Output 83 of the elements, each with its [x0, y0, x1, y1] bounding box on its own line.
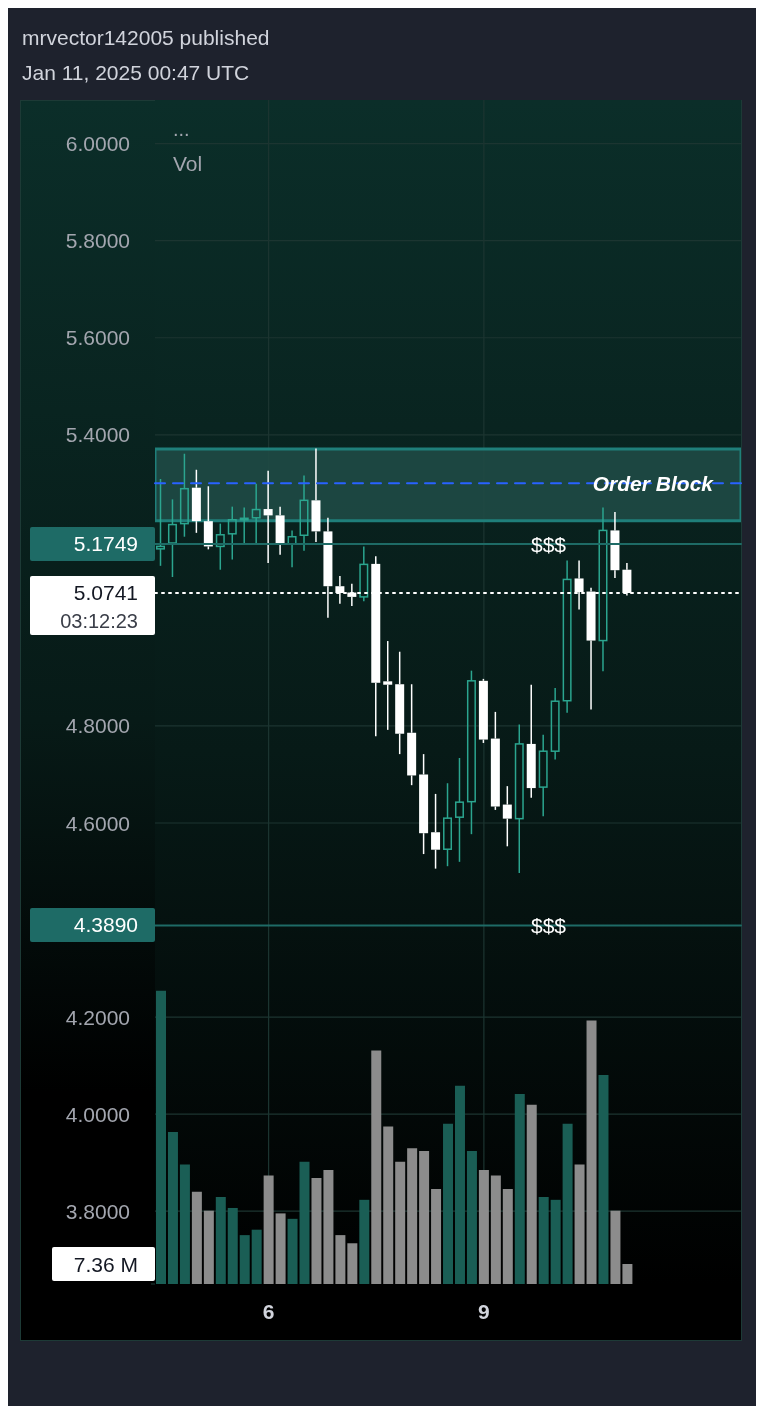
bar [550, 1199, 561, 1284]
bar [299, 1161, 310, 1284]
candlestick [419, 753, 429, 855]
x-tick-label: 9 [478, 1299, 490, 1323]
candlestick [454, 757, 464, 863]
bar [407, 1148, 418, 1284]
text: 5.1749 [30, 527, 155, 562]
ref-line-label: $$$ [530, 532, 567, 556]
bar [538, 1197, 549, 1284]
bar [490, 1175, 501, 1284]
bar [395, 1161, 406, 1284]
bar [502, 1188, 513, 1284]
candlestick [167, 498, 177, 578]
y-tick-label: 4.0000 [65, 1102, 130, 1126]
bar [239, 1235, 250, 1284]
candlestick [610, 511, 620, 579]
bar [466, 1150, 477, 1284]
candlestick [395, 650, 405, 755]
candlestick [287, 529, 297, 569]
bar [383, 1126, 394, 1284]
candlestick [311, 447, 321, 543]
candlestick [526, 683, 536, 799]
bar [598, 1074, 609, 1284]
candlestick [275, 505, 285, 556]
bar [431, 1188, 442, 1284]
x-tick-label: 6 [262, 1299, 275, 1323]
ref-line-label: $$$ [530, 913, 567, 937]
bar [586, 1020, 597, 1284]
bar [311, 1178, 322, 1284]
bar [215, 1197, 226, 1284]
bar [263, 1175, 274, 1284]
bar [419, 1150, 430, 1284]
bar [167, 1131, 178, 1284]
bar [275, 1213, 286, 1284]
bar [227, 1207, 238, 1284]
bar [443, 1123, 454, 1284]
y-tick-label: 6.0000 [65, 132, 130, 156]
bar [562, 1123, 573, 1284]
bar [203, 1210, 214, 1284]
bar [526, 1104, 537, 1284]
candlestick [538, 733, 548, 817]
bar [622, 1264, 633, 1284]
bar [287, 1218, 298, 1284]
candlestick [299, 474, 309, 552]
bar [347, 1243, 358, 1284]
y-tick-label: 4.2000 [65, 1005, 130, 1029]
candlestick [251, 483, 261, 546]
y-tick-label: 5.4000 [65, 423, 130, 447]
candlestick [263, 469, 273, 564]
bar [359, 1199, 370, 1284]
bar [574, 1164, 585, 1284]
bar [191, 1191, 202, 1284]
bar [156, 990, 166, 1284]
candlestick [550, 687, 560, 761]
text: 4.3890 [30, 908, 155, 943]
text: 03:12:23 [30, 607, 155, 635]
bar [335, 1235, 346, 1284]
y-tick-label: 3.8000 [65, 1199, 130, 1223]
annotation: ... [173, 118, 190, 141]
bar [371, 1050, 382, 1284]
y2-tick-label: 7.36 M [73, 1252, 138, 1276]
candlestick [562, 559, 572, 714]
bar [323, 1169, 334, 1284]
y-tick-label: 4.8000 [65, 714, 130, 738]
y-tick-label: 5.6000 [65, 326, 130, 350]
chart-subtitle: Jan 11, 2025 00:47 UTC [22, 60, 251, 86]
y-tick-label: 5.8000 [65, 229, 130, 253]
candlestick [514, 723, 524, 874]
candlestick [502, 785, 512, 848]
chart-title: mrvector142005 published [22, 25, 271, 51]
bar [514, 1093, 525, 1284]
bar [251, 1229, 262, 1284]
candlestick [383, 640, 393, 731]
candlestick [239, 506, 249, 546]
candlestick [431, 793, 441, 870]
y-tick-label: 4.6000 [65, 811, 130, 835]
bar [478, 1169, 489, 1284]
bar [610, 1210, 621, 1284]
candlestick [598, 506, 608, 672]
bar [454, 1085, 465, 1284]
bar [179, 1164, 190, 1284]
text: 5.0741 [30, 575, 155, 610]
annotation: Vol [173, 152, 203, 176]
